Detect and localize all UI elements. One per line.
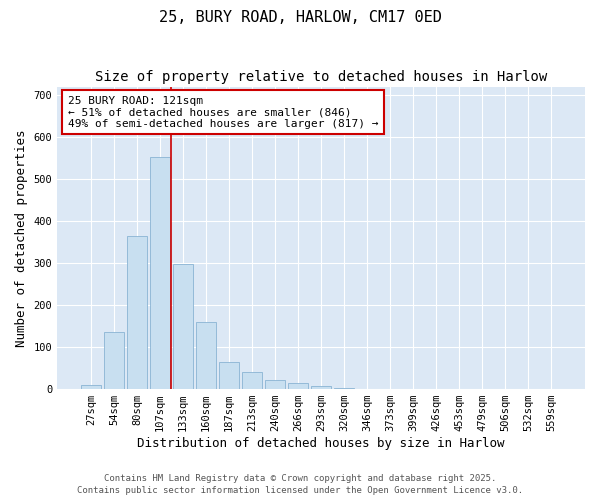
Bar [219,362,239,389]
Bar [104,332,124,389]
Bar [150,156,170,389]
Text: Contains HM Land Registry data © Crown copyright and database right 2025.
Contai: Contains HM Land Registry data © Crown c… [77,474,523,495]
Text: 25 BURY ROAD: 121sqm
← 51% of detached houses are smaller (846)
49% of semi-deta: 25 BURY ROAD: 121sqm ← 51% of detached h… [68,96,378,129]
Y-axis label: Number of detached properties: Number of detached properties [15,129,28,346]
Bar [173,264,193,389]
Bar [334,388,354,389]
X-axis label: Distribution of detached houses by size in Harlow: Distribution of detached houses by size … [137,437,505,450]
Bar [242,372,262,389]
Bar [311,386,331,389]
Bar [127,236,147,389]
Bar [196,322,216,389]
Bar [81,385,101,389]
Title: Size of property relative to detached houses in Harlow: Size of property relative to detached ho… [95,70,547,84]
Bar [288,383,308,389]
Text: 25, BURY ROAD, HARLOW, CM17 0ED: 25, BURY ROAD, HARLOW, CM17 0ED [158,10,442,25]
Bar [265,380,285,389]
